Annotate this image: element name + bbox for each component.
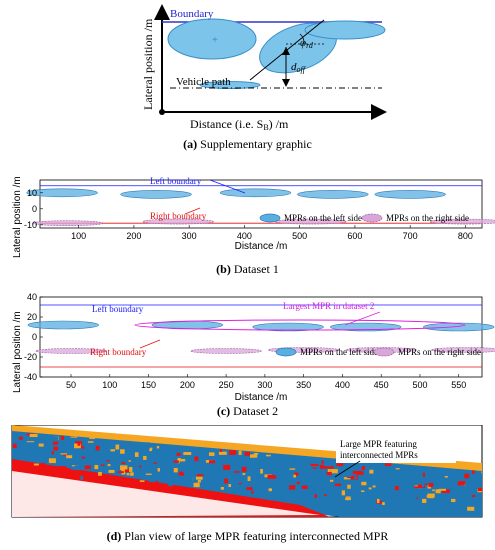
c-ytick--20: -20 bbox=[24, 352, 37, 362]
b-xtick-400: 400 bbox=[237, 231, 252, 241]
c-y-axis-label: Lateral position /m bbox=[12, 311, 23, 393]
a-phi-label: φrd bbox=[300, 37, 314, 50]
a-mpr-ellipse-4 bbox=[199, 81, 261, 89]
c-mpr-right-1 bbox=[190, 348, 262, 354]
c-mpr-left-2 bbox=[252, 322, 324, 332]
b-legend-left: MPRs on the left side bbox=[284, 213, 362, 223]
a-y-axis-label: Lateral position /m bbox=[141, 18, 155, 110]
c-xtick-450: 450 bbox=[374, 380, 389, 390]
a-mpr-ellipse-3 bbox=[304, 20, 386, 40]
b-mpr-left-1 bbox=[120, 190, 192, 199]
c-mpr-left-4 bbox=[423, 322, 495, 332]
a-vehicle-path-label: Vehicle path bbox=[176, 76, 231, 88]
b-y-axis-label: Lateral position /m bbox=[12, 176, 23, 258]
c-plot-frame bbox=[39, 296, 483, 378]
b-xtick-100: 100 bbox=[71, 231, 86, 241]
b-mpr-left-0 bbox=[26, 188, 98, 198]
b-mpr-left-2 bbox=[219, 188, 292, 198]
b-ytick--10: -10 bbox=[24, 220, 37, 230]
c-xtick-300: 300 bbox=[257, 380, 272, 390]
b-xtick-600: 600 bbox=[347, 231, 362, 241]
figure-d-plan-view: Large MPR featuring interconnected MPRs bbox=[11, 425, 483, 518]
b-mpr-right-1 bbox=[142, 218, 214, 225]
c-right-boundary-label: Right boundary bbox=[90, 347, 147, 357]
c-mpr-right-4 bbox=[430, 347, 495, 353]
b-mpr-left-3 bbox=[297, 190, 369, 199]
c-ytick-0: 0 bbox=[32, 332, 37, 342]
c-xtick-550: 550 bbox=[451, 380, 466, 390]
b-ytick-0: 0 bbox=[32, 204, 37, 214]
a-x-axis-label: Distance (i.e. SB) /m bbox=[190, 117, 289, 132]
caption-d: (d) Plan view of large MPR featuring int… bbox=[106, 529, 389, 543]
svg-text:+: + bbox=[212, 35, 218, 46]
d-blue-band bbox=[12, 431, 482, 517]
b-x-axis-label: Distance /m bbox=[235, 241, 288, 252]
c-largest-mpr bbox=[134, 319, 466, 331]
c-ytick-40: 40 bbox=[27, 292, 37, 302]
c-x-axis-label: Distance /m bbox=[235, 392, 288, 403]
a-mpr-ellipse-1 bbox=[167, 18, 257, 60]
caption-a: (a) Supplementary graphic bbox=[183, 137, 312, 151]
b-xtick-500: 500 bbox=[292, 231, 307, 241]
c-legend-left-swatch bbox=[275, 347, 297, 357]
b-legend-right: MPRs on the right side bbox=[386, 213, 469, 223]
b-left-boundary-label: Left boundary bbox=[150, 176, 202, 186]
a-boundary-label: Boundary bbox=[170, 8, 214, 20]
c-legend-right: MPRs on the right side bbox=[398, 347, 481, 357]
b-xtick-300: 300 bbox=[182, 231, 197, 241]
b-right-boundary-label: Right boundary bbox=[150, 211, 207, 221]
c-ytick-20: 20 bbox=[27, 312, 37, 322]
d-annotation-line2: interconnected MPRs bbox=[340, 450, 418, 460]
c-xtick-150: 150 bbox=[141, 380, 156, 390]
c-xtick-350: 350 bbox=[296, 380, 311, 390]
b-mpr-right-0 bbox=[31, 220, 104, 226]
caption-b: (b) Dataset 1 bbox=[216, 262, 279, 276]
b-xtick-700: 700 bbox=[403, 231, 418, 241]
a-doff-label: doff bbox=[291, 61, 307, 74]
b-xtick-200: 200 bbox=[126, 231, 141, 241]
c-xtick-250: 250 bbox=[219, 380, 234, 390]
b-ytick-10: 10 bbox=[27, 188, 37, 198]
c-left-boundary-label: Left boundary bbox=[92, 304, 144, 314]
c-largest-label: Largest MPR in dataset 2 bbox=[283, 301, 374, 311]
c-mpr-right-0 bbox=[35, 348, 107, 354]
c-legend-left: MPRs on the left side bbox=[300, 347, 378, 357]
c-xtick-500: 500 bbox=[412, 380, 427, 390]
caption-c: (c) Dataset 2 bbox=[216, 404, 279, 418]
c-xtick-200: 200 bbox=[180, 380, 195, 390]
c-ytick--40: -40 bbox=[24, 372, 37, 382]
c-xtick-400: 400 bbox=[335, 380, 350, 390]
b-xtick-800: 800 bbox=[458, 231, 473, 241]
c-xtick-50: 50 bbox=[66, 380, 76, 390]
b-mpr-right-3 bbox=[429, 218, 495, 225]
b-legend-right-swatch bbox=[361, 213, 383, 223]
c-legend-right-swatch bbox=[373, 347, 395, 357]
figure-c-dataset2: Left boundary Right boundary Largest MPR… bbox=[12, 292, 495, 403]
figure-b-dataset1: Left boundary Right boundary MPRs on the… bbox=[12, 176, 495, 258]
c-xtick-100: 100 bbox=[102, 380, 117, 390]
d-annotation-line1: Large MPR featuring bbox=[340, 439, 417, 449]
d-annotation-box bbox=[336, 435, 456, 463]
b-legend-left-swatch bbox=[259, 213, 281, 223]
b-mpr-left-4 bbox=[374, 190, 446, 199]
c-mpr-left-0 bbox=[27, 320, 99, 330]
figure-a-supplementary: + Boundary Vehicle path φrd doff Lateral… bbox=[141, 4, 387, 132]
b-mpr-right-2 bbox=[275, 218, 347, 225]
